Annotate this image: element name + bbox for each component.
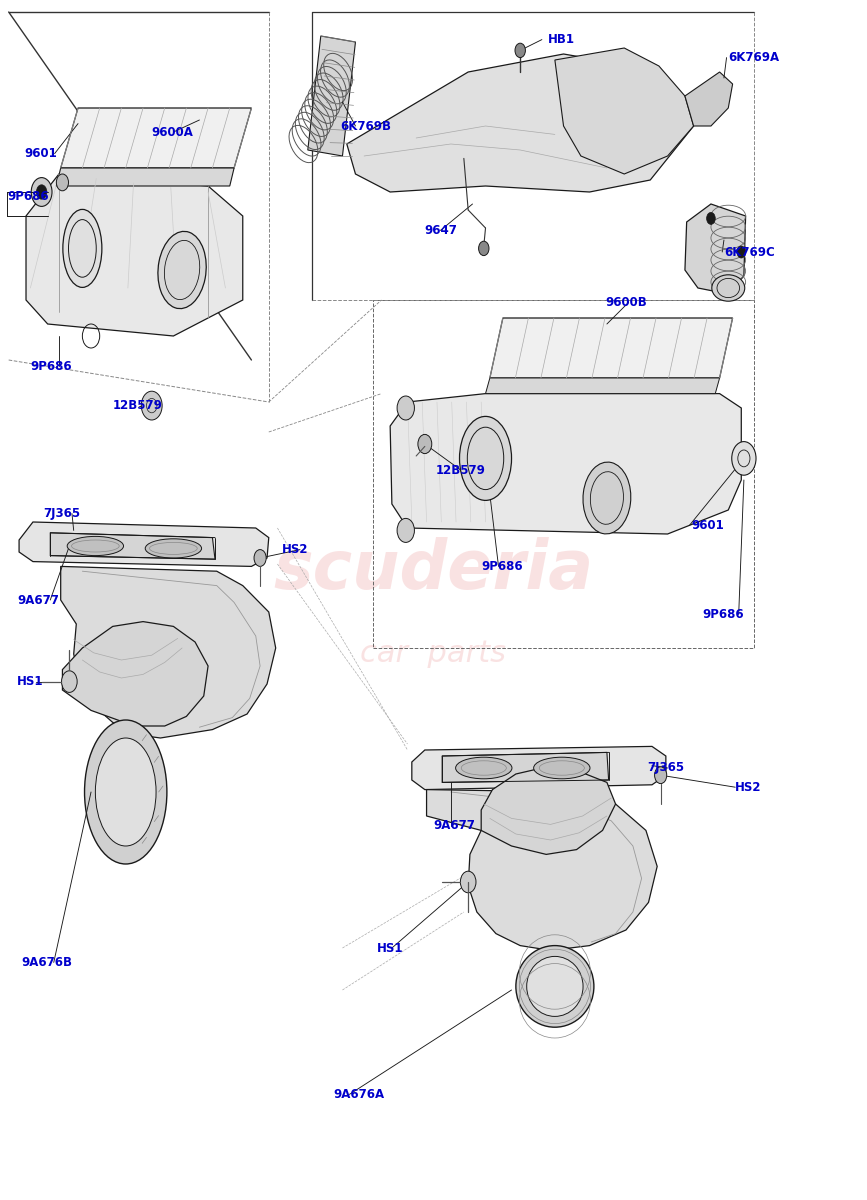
Text: HS1: HS1	[17, 676, 44, 688]
Circle shape	[36, 185, 47, 199]
Text: 6K769C: 6K769C	[724, 246, 775, 258]
Text: 9P686: 9P686	[30, 360, 72, 372]
Circle shape	[254, 550, 266, 566]
Text: 6K769B: 6K769B	[341, 120, 392, 132]
Polygon shape	[19, 522, 269, 566]
Circle shape	[418, 434, 432, 454]
Circle shape	[62, 671, 77, 692]
Text: car  parts: car parts	[361, 640, 506, 668]
Polygon shape	[347, 54, 694, 192]
Ellipse shape	[516, 946, 594, 1027]
Text: 9647: 9647	[425, 224, 458, 236]
Polygon shape	[56, 168, 234, 186]
Ellipse shape	[583, 462, 631, 534]
Polygon shape	[61, 108, 251, 168]
Circle shape	[655, 767, 667, 784]
Text: 9A677: 9A677	[17, 594, 59, 606]
Text: 9P686: 9P686	[702, 608, 744, 620]
Text: 9A676B: 9A676B	[22, 956, 73, 968]
Text: 9P686: 9P686	[481, 560, 523, 572]
Text: scuderia: scuderia	[273, 538, 594, 602]
Ellipse shape	[533, 757, 590, 779]
Ellipse shape	[527, 956, 583, 1016]
Polygon shape	[490, 318, 733, 378]
Polygon shape	[50, 533, 215, 559]
Text: 9601: 9601	[692, 520, 725, 532]
Circle shape	[31, 178, 52, 206]
Text: 9601: 9601	[24, 148, 57, 160]
Polygon shape	[308, 36, 355, 156]
Circle shape	[460, 871, 476, 893]
Circle shape	[515, 43, 525, 58]
Text: 9A676A: 9A676A	[334, 1088, 385, 1100]
Ellipse shape	[68, 536, 124, 556]
Polygon shape	[555, 48, 694, 174]
Ellipse shape	[456, 757, 512, 779]
Polygon shape	[685, 204, 746, 294]
Ellipse shape	[145, 539, 201, 558]
Ellipse shape	[63, 209, 102, 288]
Text: HS2: HS2	[735, 781, 762, 793]
Circle shape	[397, 396, 414, 420]
Ellipse shape	[712, 275, 745, 301]
Circle shape	[56, 174, 68, 191]
Bar	[373, 300, 754, 648]
Text: 7J365: 7J365	[43, 508, 81, 520]
Text: 12B579: 12B579	[113, 400, 163, 412]
Polygon shape	[427, 790, 657, 950]
Circle shape	[397, 518, 414, 542]
Circle shape	[707, 212, 715, 224]
Polygon shape	[390, 394, 741, 534]
Polygon shape	[486, 378, 720, 394]
Circle shape	[141, 391, 162, 420]
Circle shape	[737, 246, 746, 258]
Polygon shape	[61, 566, 276, 738]
Text: 9600B: 9600B	[605, 296, 647, 308]
Text: HS2: HS2	[282, 544, 309, 556]
Polygon shape	[442, 752, 609, 782]
Polygon shape	[412, 746, 666, 790]
Polygon shape	[26, 174, 243, 336]
Polygon shape	[685, 72, 733, 126]
Text: 9600A: 9600A	[152, 126, 193, 138]
Ellipse shape	[460, 416, 512, 500]
Ellipse shape	[158, 232, 206, 308]
Text: HB1: HB1	[548, 34, 575, 46]
Polygon shape	[62, 622, 208, 726]
Text: 12B579: 12B579	[435, 464, 486, 476]
Circle shape	[479, 241, 489, 256]
Ellipse shape	[95, 738, 156, 846]
Polygon shape	[481, 768, 616, 854]
Text: HS1: HS1	[377, 942, 404, 954]
Ellipse shape	[84, 720, 166, 864]
Text: 6K769A: 6K769A	[728, 52, 779, 64]
Text: 9P686: 9P686	[7, 191, 49, 203]
Text: 7J365: 7J365	[647, 762, 684, 774]
Text: 9A677: 9A677	[434, 820, 475, 832]
Circle shape	[732, 442, 756, 475]
